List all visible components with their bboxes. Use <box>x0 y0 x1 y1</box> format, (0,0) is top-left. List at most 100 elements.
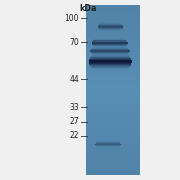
Bar <box>86 166 140 168</box>
Bar <box>86 100 140 102</box>
Bar <box>86 163 140 165</box>
Bar <box>94 46 125 47</box>
Text: 44: 44 <box>69 75 79 84</box>
Bar <box>92 53 128 54</box>
Bar <box>86 124 140 126</box>
Bar <box>86 161 140 163</box>
Bar <box>86 154 140 156</box>
Bar <box>86 31 140 33</box>
Bar <box>86 43 140 45</box>
Bar <box>86 144 140 146</box>
Text: 33: 33 <box>69 103 79 112</box>
Bar <box>86 44 140 46</box>
Bar <box>90 65 130 66</box>
Bar <box>86 76 140 78</box>
Bar <box>94 69 127 70</box>
Bar <box>91 67 129 68</box>
Bar <box>86 156 140 158</box>
Bar <box>86 134 140 136</box>
Bar <box>86 125 140 128</box>
Bar <box>92 41 127 42</box>
Bar <box>86 73 140 75</box>
Bar <box>91 52 129 53</box>
Bar <box>86 66 140 68</box>
Bar <box>86 90 140 92</box>
Bar <box>86 36 140 38</box>
Bar <box>86 173 140 175</box>
Bar <box>93 45 127 46</box>
Bar <box>86 137 140 140</box>
Bar <box>86 107 140 109</box>
Bar <box>86 70 140 72</box>
Bar <box>92 43 128 44</box>
Bar <box>86 61 140 63</box>
Bar <box>86 12 140 14</box>
Bar <box>96 142 120 143</box>
Bar <box>86 34 140 36</box>
Bar <box>86 136 140 138</box>
Bar <box>86 98 140 100</box>
Bar <box>91 49 129 50</box>
Bar <box>100 23 122 24</box>
Bar <box>90 50 130 51</box>
Bar <box>86 149 140 151</box>
Bar <box>86 46 140 48</box>
Bar <box>86 120 140 123</box>
Bar <box>94 53 127 54</box>
Bar <box>99 24 123 25</box>
Bar <box>97 48 122 49</box>
Bar <box>89 64 131 65</box>
Bar <box>102 31 120 32</box>
Bar <box>86 51 140 53</box>
Bar <box>86 53 140 55</box>
Bar <box>86 71 140 73</box>
Bar <box>95 70 126 71</box>
Bar <box>86 27 140 30</box>
Bar <box>92 44 127 45</box>
Bar <box>92 48 128 49</box>
Bar <box>86 87 140 89</box>
Bar <box>98 147 118 148</box>
Bar <box>91 56 129 57</box>
Bar <box>86 56 140 58</box>
Bar <box>86 102 140 104</box>
Bar <box>98 27 123 28</box>
Bar <box>86 9 140 11</box>
Bar <box>86 105 140 107</box>
Bar <box>86 114 140 116</box>
Bar <box>86 122 140 124</box>
Bar <box>86 49 140 51</box>
Bar <box>86 83 140 85</box>
Bar <box>86 80 140 82</box>
Bar <box>86 75 140 77</box>
Bar <box>86 68 140 70</box>
Bar <box>86 127 140 129</box>
Bar <box>86 19 140 21</box>
Bar <box>93 40 127 41</box>
Bar <box>102 31 119 32</box>
Bar <box>86 60 140 62</box>
Bar <box>86 32 140 35</box>
Bar <box>86 14 140 16</box>
Bar <box>91 66 130 67</box>
Bar <box>94 47 127 48</box>
Bar <box>86 5 140 7</box>
Bar <box>89 62 132 63</box>
Bar <box>86 95 140 97</box>
Text: 27: 27 <box>70 117 79 126</box>
Bar <box>86 148 140 150</box>
Bar <box>86 119 140 121</box>
Bar <box>89 63 131 64</box>
Bar <box>86 38 140 40</box>
Bar <box>89 59 131 60</box>
Bar <box>94 39 125 40</box>
Bar <box>86 110 140 112</box>
Bar <box>97 141 119 142</box>
Bar <box>86 141 140 143</box>
Bar <box>86 92 140 94</box>
Bar <box>99 140 117 141</box>
Bar <box>96 38 123 39</box>
Bar <box>92 55 129 56</box>
Text: 100: 100 <box>65 14 79 22</box>
Bar <box>86 112 140 114</box>
